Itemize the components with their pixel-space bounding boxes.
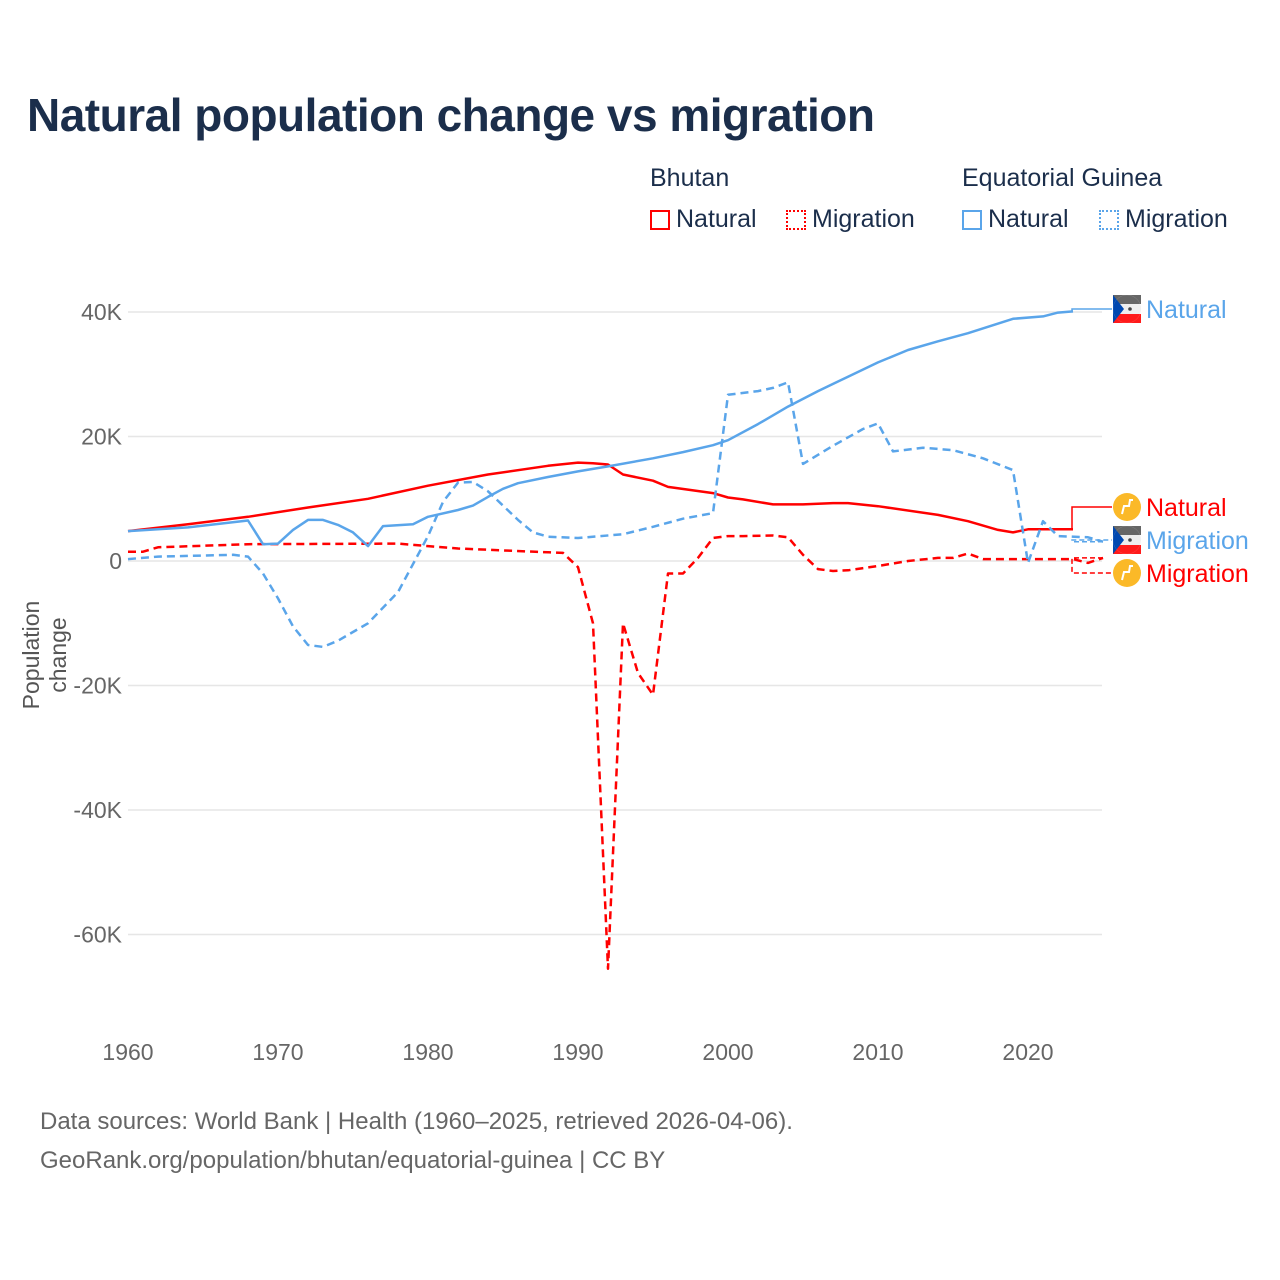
legend-swatch-dotted-icon bbox=[1099, 209, 1119, 230]
series-line-equatorial-guinea-migration bbox=[127, 381, 1104, 649]
flag-outline bbox=[1112, 294, 1142, 324]
legend-eq-guinea-natural[interactable]: Natural bbox=[962, 205, 1069, 234]
flag-band bbox=[1113, 314, 1141, 323]
legend-swatch-solid-icon bbox=[962, 209, 982, 230]
series-line-equatorial-guinea-natural bbox=[127, 310, 1074, 548]
equatorial-guinea-flag-icon bbox=[1112, 525, 1142, 555]
legend-eq-guinea-migration[interactable]: Migration bbox=[1099, 205, 1228, 234]
x-tick-label: 2010 bbox=[852, 1039, 903, 1065]
dragon-glyph bbox=[1121, 499, 1133, 515]
y-tick-label: 0 bbox=[109, 548, 122, 574]
label-connector bbox=[1071, 506, 1112, 531]
end-label: Natural bbox=[1146, 296, 1227, 324]
bhutan-flag-icon bbox=[1113, 493, 1141, 521]
equatorial-guinea-flag-icon bbox=[1112, 294, 1142, 324]
label-connector bbox=[1071, 539, 1112, 543]
flag-band bbox=[1113, 526, 1141, 535]
legend-swatch-dotted-icon bbox=[786, 209, 806, 230]
legend-swatch-solid-icon bbox=[650, 209, 670, 230]
footer-sources: Data sources: World Bank | Health (1960–… bbox=[40, 1108, 793, 1135]
series-line-bhutan-natural bbox=[127, 461, 1073, 534]
y-tick-label: -60K bbox=[73, 922, 122, 948]
label-connector bbox=[1071, 308, 1112, 313]
legend-bhutan-migration[interactable]: Migration bbox=[786, 205, 915, 234]
x-tick-label: 1960 bbox=[102, 1039, 153, 1065]
end-label: Migration bbox=[1146, 560, 1249, 588]
legend-group-equatorial-guinea: Equatorial Guinea bbox=[962, 164, 1163, 192]
flag-triangle bbox=[1113, 526, 1124, 554]
x-tick-label: 2000 bbox=[702, 1039, 753, 1065]
bhutan-flag-icon bbox=[1113, 559, 1141, 587]
flag-emblem bbox=[1128, 538, 1132, 542]
label-connector bbox=[1071, 557, 1112, 574]
flag-outline bbox=[1112, 525, 1142, 555]
chart-title: Natural population change vs migration bbox=[27, 89, 875, 141]
x-tick-label: 1970 bbox=[252, 1039, 303, 1065]
legend-label: Migration bbox=[812, 205, 915, 233]
legend-label: Migration bbox=[1125, 205, 1228, 233]
x-tick-label: 1980 bbox=[402, 1039, 453, 1065]
legend-label: Natural bbox=[676, 205, 757, 233]
y-tick-label: 40K bbox=[81, 299, 123, 325]
dragon-glyph bbox=[1121, 565, 1133, 581]
end-label: Migration bbox=[1146, 527, 1249, 555]
flag-emblem bbox=[1128, 307, 1132, 311]
y-tick-label: 20K bbox=[81, 424, 123, 450]
legend-label: Natural bbox=[988, 205, 1069, 233]
y-tick-label: -40K bbox=[73, 797, 122, 823]
legend-bhutan-natural[interactable]: Natural bbox=[650, 205, 757, 234]
end-label: Natural bbox=[1146, 494, 1227, 522]
x-tick-label: 2020 bbox=[1002, 1039, 1053, 1065]
footer-link[interactable]: GeoRank.org/population/bhutan/equatorial… bbox=[40, 1147, 666, 1174]
legend-group-bhutan: Bhutan bbox=[650, 164, 730, 192]
flag-band bbox=[1113, 545, 1141, 554]
flag-band bbox=[1113, 295, 1141, 304]
series-line-bhutan-migration bbox=[128, 534, 1104, 970]
x-tick-label: 1990 bbox=[552, 1039, 603, 1065]
flag-triangle bbox=[1113, 295, 1124, 323]
y-tick-label: -20K bbox=[73, 673, 122, 699]
